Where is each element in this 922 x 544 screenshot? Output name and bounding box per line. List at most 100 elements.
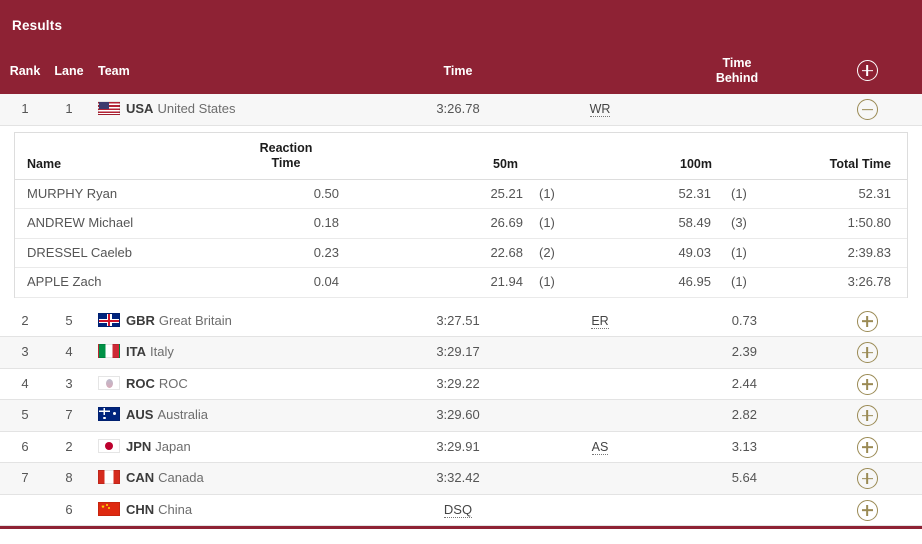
- swimmer-split-100m: 52.31: [678, 185, 711, 201]
- split-row: ANDREW Michael 0.18 26.69 (1) 58.49 (3) 1:50.8…: [15, 209, 907, 239]
- team-code: AUS: [126, 407, 154, 422]
- row-time-behind: [677, 94, 757, 125]
- team-code: JPN: [126, 438, 152, 454]
- plus-circle-icon[interactable]: [856, 60, 878, 81]
- swimmer-split-50m-rank: (1): [539, 215, 555, 230]
- minus-circle-icon[interactable]: [856, 99, 878, 121]
- row-team[interactable]: AUS Australia: [98, 400, 208, 431]
- page-title: Results: [12, 18, 63, 33]
- plus-circle-icon[interactable]: [856, 436, 878, 458]
- row-team[interactable]: JPN Japan: [98, 432, 191, 463]
- collapse-row-button[interactable]: [846, 94, 888, 125]
- splits-header-50m: 50m: [493, 156, 519, 171]
- reaction-line2: Time: [271, 155, 301, 170]
- expand-row-button[interactable]: [846, 400, 888, 431]
- swimmer-split-50m: 26.69: [490, 215, 523, 230]
- flag-icon-jp: [98, 438, 120, 453]
- row-team[interactable]: ROC ROC: [98, 369, 188, 400]
- time-behind-line2: Behind: [715, 71, 759, 85]
- row-lane: 5: [65, 312, 73, 328]
- row-time: 3:26.78: [436, 101, 480, 116]
- table-row[interactable]: 2 5 GBR Great Britain 3:27.51 ER 0.73: [0, 305, 922, 337]
- row-team[interactable]: CAN Canada: [98, 463, 204, 494]
- swimmer-name: ANDREW Michael: [27, 215, 134, 230]
- column-header-time: Time: [443, 64, 473, 78]
- bottom-accent-rule: [0, 526, 922, 529]
- split-row: DRESSEL Caeleb 0.23 22.68 (2) 49.03 (1) 2:39.8…: [15, 239, 907, 268]
- row-time: 3:29.91: [436, 438, 480, 454]
- swimmer-reaction-time: 0.04: [313, 274, 339, 289]
- row-time: 3:29.60: [436, 407, 480, 422]
- swimmer-split-50m: 21.94: [490, 274, 523, 289]
- flag-icon-gb: [98, 312, 120, 327]
- table-row[interactable]: 6 CHN China DSQ: [0, 494, 922, 526]
- swimmer-name: DRESSEL Caeleb: [27, 244, 133, 260]
- expand-row-button[interactable]: [846, 337, 888, 368]
- swimmer-name: MURPHY Ryan: [27, 185, 118, 201]
- column-headers: Rank Lane Team Time Time Behind: [0, 52, 922, 94]
- flag-icon-roc: [98, 375, 120, 390]
- expand-row-button[interactable]: [846, 369, 888, 400]
- swimmer-reaction-time: 0.50: [313, 185, 339, 201]
- row-time: 3:29.22: [436, 375, 480, 391]
- flag-icon-au: [98, 407, 120, 421]
- row-record-badge: [560, 495, 640, 526]
- row-time-behind: 2.44: [731, 375, 757, 391]
- row-team[interactable]: ITA Italy: [98, 337, 174, 368]
- row-time-behind: 3.13: [731, 438, 757, 454]
- plus-circle-icon[interactable]: [856, 499, 878, 521]
- swimmer-split-50m-rank: (1): [539, 185, 555, 201]
- record-abbr: WR: [589, 102, 611, 117]
- team-name: Canada: [158, 470, 204, 485]
- row-lane: 2: [65, 438, 73, 454]
- swimmer-split-50m-rank: (2): [539, 244, 555, 260]
- expand-row-button[interactable]: [846, 495, 888, 526]
- flag-icon-cn: [98, 501, 120, 516]
- row-time-behind: 0.73: [731, 312, 757, 328]
- row-team[interactable]: GBR Great Britain: [98, 306, 232, 337]
- expand-row-button[interactable]: [846, 432, 888, 463]
- expand-row-button[interactable]: [846, 306, 888, 337]
- dsq-badge: DSQ: [443, 501, 473, 518]
- swimmer-total-time: 1:50.80: [847, 215, 891, 230]
- table-row[interactable]: 7 8 CAN Canada 3:32.42 5.64: [0, 463, 922, 495]
- team-code: ROC: [126, 375, 155, 391]
- row-lane: 6: [65, 501, 73, 517]
- team-name: United States: [157, 101, 236, 116]
- table-row[interactable]: 3 4 ITA Italy 3:29.17 2.39: [0, 337, 922, 369]
- plus-circle-icon[interactable]: [856, 373, 878, 395]
- row-team[interactable]: CHN China: [98, 495, 192, 526]
- row-team[interactable]: USA United States: [98, 94, 236, 125]
- row-rank: 7: [21, 470, 29, 485]
- plus-circle-icon[interactable]: [856, 405, 878, 427]
- row-rank: 5: [21, 407, 29, 422]
- swimmer-split-50m: 25.21: [490, 185, 523, 201]
- row-rank: 1: [21, 101, 29, 116]
- plus-circle-icon[interactable]: [856, 342, 878, 364]
- table-row[interactable]: 1 1 USA United States 3:26.78 WR: [0, 94, 922, 126]
- row-rank: [8, 495, 42, 526]
- row-time: 3:27.51: [436, 312, 480, 328]
- expand-all-button[interactable]: [846, 60, 888, 81]
- table-row[interactable]: 4 3 ROC ROC 3:29.22 2.44: [0, 368, 922, 400]
- record-abbr: ER: [591, 313, 609, 329]
- row-record-badge: WR: [560, 94, 640, 125]
- column-header-team: Team: [98, 64, 130, 78]
- row-record-badge: [560, 400, 640, 431]
- results-table: 1 1 USA United States 3:26.78 WR Name Reaction T…: [0, 94, 922, 526]
- swimmer-split-100m: 46.95: [678, 274, 711, 289]
- row-record-badge: AS: [560, 432, 640, 463]
- splits-header-name: Name: [27, 156, 62, 171]
- expand-row-button[interactable]: [846, 463, 888, 494]
- row-lane: 3: [65, 375, 73, 391]
- plus-circle-icon[interactable]: [856, 310, 878, 332]
- swimmer-total-time: 2:39.83: [847, 244, 891, 260]
- table-row[interactable]: 6 2 JPN Japan 3:29.91 AS 3.13: [0, 431, 922, 463]
- splits-header-reaction-time: Reaction Time: [243, 141, 329, 171]
- table-row[interactable]: 5 7 AUS Australia 3:29.60 2.82: [0, 400, 922, 432]
- team-name: ROC: [158, 375, 188, 391]
- row-lane: 8: [65, 470, 73, 485]
- swimmer-total-time: 52.31: [858, 185, 891, 201]
- record-abbr: AS: [591, 439, 609, 455]
- plus-circle-icon[interactable]: [856, 468, 878, 490]
